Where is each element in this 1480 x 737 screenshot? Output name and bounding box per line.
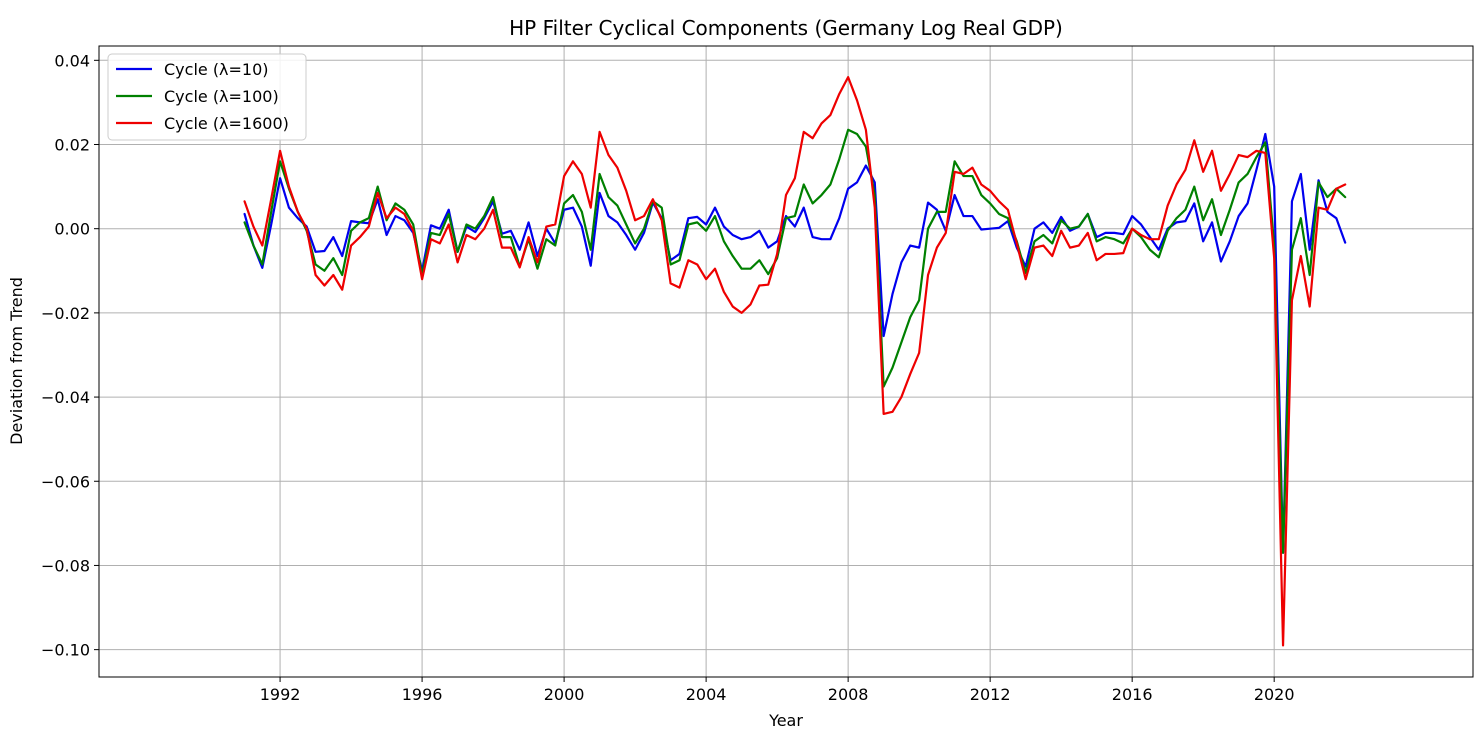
- chart-title: HP Filter Cyclical Components (Germany L…: [509, 16, 1063, 40]
- y-tick-label: −0.08: [41, 556, 90, 575]
- x-tick-label: 1992: [260, 685, 301, 704]
- y-tick-label: −0.10: [41, 641, 90, 660]
- x-axis-label: Year: [768, 711, 803, 730]
- x-tick-label: 2008: [828, 685, 869, 704]
- x-tick-label: 2012: [970, 685, 1011, 704]
- legend-label-lambda-1600: Cycle (λ=1600): [164, 114, 289, 133]
- y-tick-label: 0.02: [54, 136, 90, 155]
- y-tick-label: 0.00: [54, 220, 90, 239]
- x-tick-label: 2020: [1254, 685, 1295, 704]
- legend-label-lambda-100: Cycle (λ=100): [164, 87, 279, 106]
- y-axis-label: Deviation from Trend: [7, 277, 26, 445]
- y-tick-label: −0.06: [41, 472, 90, 491]
- legend: Cycle (λ=10) Cycle (λ=100) Cycle (λ=1600…: [107, 53, 307, 141]
- plot-frame: [98, 45, 1474, 678]
- x-tick-label: 2004: [686, 685, 727, 704]
- legend-box: [107, 53, 307, 141]
- x-tick-label: 2000: [544, 685, 585, 704]
- y-tick-label: −0.04: [41, 388, 90, 407]
- y-axis: 0.04 0.02 0.00 −0.02 −0.04 −0.06 −0.08 −0.10: [41, 51, 99, 660]
- y-tick-label: −0.02: [41, 304, 90, 323]
- x-axis: 1992 1996 2000 2004 2008 2012 2016 2020: [260, 677, 1295, 704]
- grid: [99, 46, 1473, 677]
- series-line-lambda-1600: [243, 76, 1347, 647]
- y-tick-label: 0.04: [54, 51, 90, 70]
- series-lines: [243, 76, 1347, 647]
- series-line-lambda-100: [243, 128, 1347, 554]
- x-tick-label: 2016: [1112, 685, 1153, 704]
- x-tick-label: 1996: [402, 685, 443, 704]
- series-line-lambda-10: [243, 132, 1347, 554]
- legend-label-lambda-10: Cycle (λ=10): [164, 60, 269, 79]
